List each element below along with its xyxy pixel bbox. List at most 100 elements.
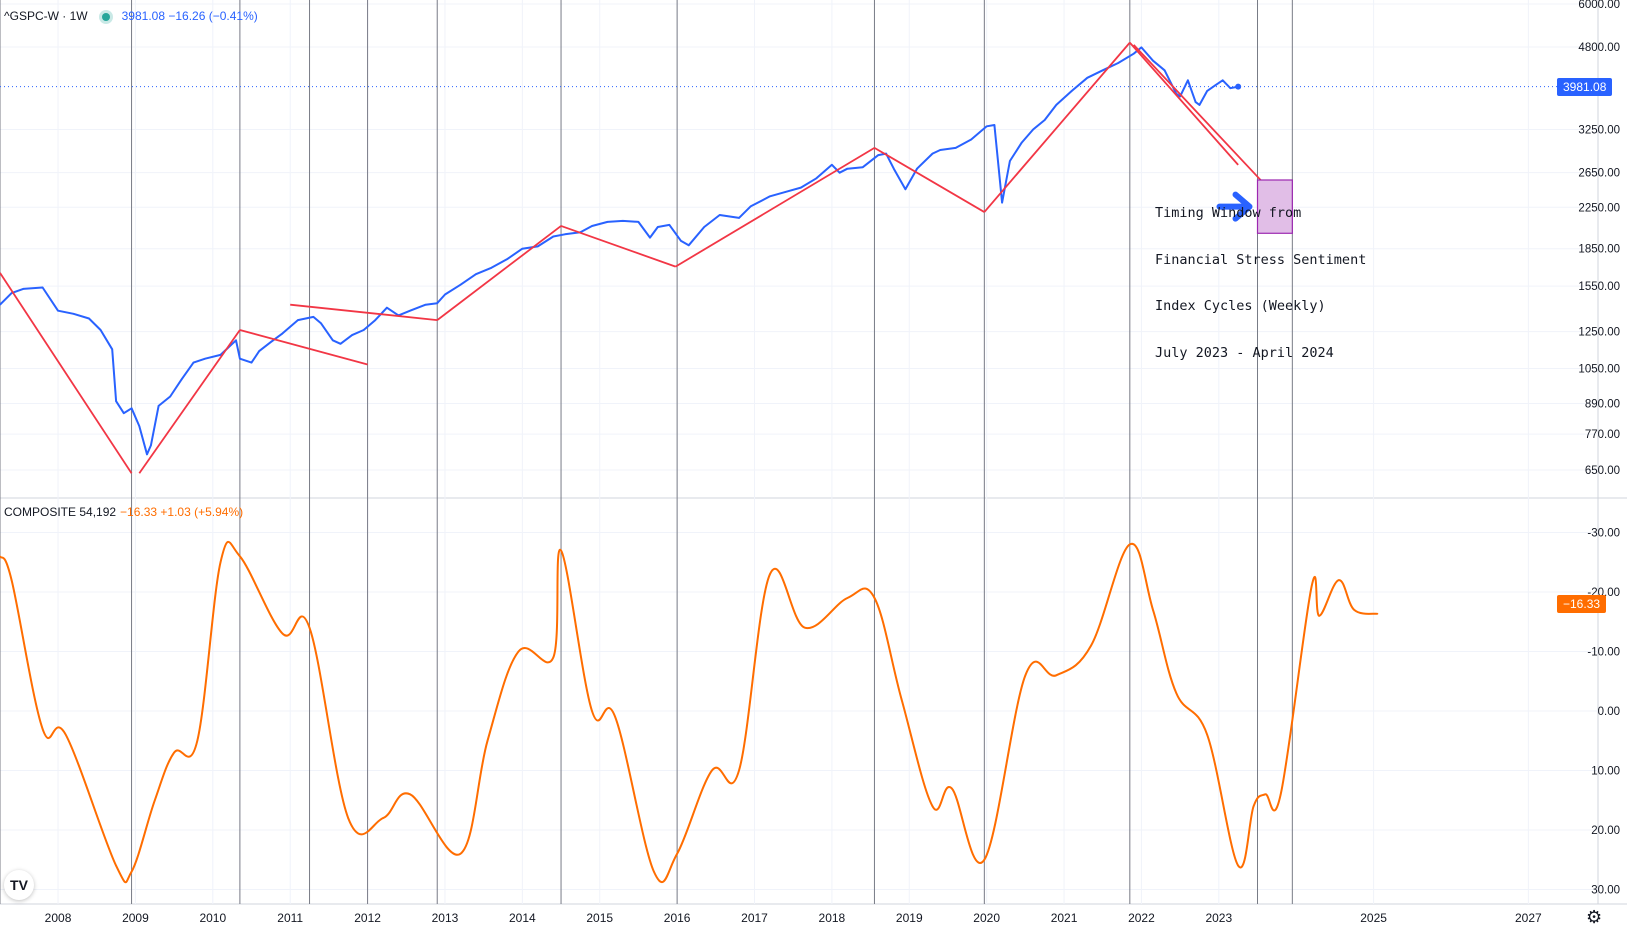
price-point bbox=[862, 166, 864, 168]
price-point bbox=[800, 186, 802, 189]
price-point bbox=[57, 309, 59, 312]
price-point bbox=[150, 444, 152, 447]
price-point bbox=[1086, 77, 1089, 79]
price-point bbox=[0, 303, 1, 306]
price-point bbox=[88, 317, 90, 320]
composite-point bbox=[459, 853, 462, 855]
composite-point bbox=[951, 787, 953, 790]
price-y-tick-label: 650.00 bbox=[1585, 465, 1620, 477]
trend-line bbox=[873, 147, 985, 213]
last-price-dot bbox=[1235, 83, 1242, 90]
x-tick-label: 2012 bbox=[354, 911, 381, 925]
timing-window-box bbox=[1256, 179, 1293, 234]
composite-point bbox=[1318, 615, 1321, 617]
price-point bbox=[1229, 87, 1232, 89]
trend-line bbox=[1133, 44, 1263, 182]
composite-point bbox=[804, 626, 806, 629]
composite-point bbox=[1338, 579, 1340, 581]
composite-point bbox=[1090, 644, 1092, 647]
price-point bbox=[564, 233, 566, 236]
composite-point bbox=[1353, 609, 1355, 611]
price-point bbox=[22, 288, 25, 290]
price-point bbox=[749, 205, 752, 208]
price-point bbox=[362, 329, 365, 331]
price-point bbox=[72, 313, 75, 315]
price-point bbox=[1198, 104, 1201, 106]
price-point bbox=[475, 273, 477, 276]
price-point bbox=[157, 405, 160, 407]
arrow-head bbox=[1232, 191, 1253, 222]
price-point bbox=[1032, 128, 1034, 131]
composite-y-tick-label: -30.00 bbox=[1587, 528, 1620, 540]
price-y-tick-label: 890.00 bbox=[1585, 399, 1620, 411]
market-status-icon bbox=[101, 12, 110, 21]
composite-point bbox=[130, 870, 133, 873]
composite-point bbox=[900, 698, 903, 700]
price-y-tick-label: 1850.00 bbox=[1578, 244, 1620, 256]
x-tick-label: 2022 bbox=[1128, 911, 1155, 925]
price-point bbox=[1221, 79, 1224, 82]
price-point bbox=[444, 293, 446, 296]
price-point bbox=[1101, 69, 1104, 72]
price-point bbox=[312, 316, 315, 318]
price-point bbox=[893, 167, 895, 170]
composite-point bbox=[846, 597, 849, 599]
annotation-line: Index Cycles (Weekly) bbox=[1155, 298, 1326, 314]
annotation-line: July 2023 - April 2024 bbox=[1155, 344, 1334, 361]
price-y-tick-label: 6000.00 bbox=[1578, 0, 1620, 11]
price-point bbox=[424, 303, 427, 306]
trend-line bbox=[436, 225, 562, 321]
composite-point bbox=[196, 740, 199, 742]
x-tick-label: 2019 bbox=[896, 911, 923, 925]
composite-y-tick-label: -10.00 bbox=[1587, 647, 1620, 659]
price-point bbox=[138, 425, 141, 427]
trend-line bbox=[560, 225, 676, 268]
composite-point bbox=[1310, 585, 1313, 587]
composite-point bbox=[738, 769, 740, 772]
composite-point bbox=[552, 656, 555, 659]
price-point bbox=[993, 124, 996, 126]
composite-point bbox=[560, 549, 562, 552]
x-tick-label: 2025 bbox=[1360, 911, 1387, 925]
composite-legend[interactable]: COMPOSITE 54,192 −16.33 +1.03 (+5.94%) bbox=[4, 505, 243, 519]
annotation-line: Timing Window from bbox=[1155, 205, 1302, 221]
price-point bbox=[1020, 142, 1023, 144]
composite-point bbox=[1024, 674, 1027, 677]
symbol-label[interactable]: ^GSPC-W · 1W bbox=[4, 9, 88, 23]
composite-point bbox=[382, 817, 384, 819]
price-y-tick-label: 3250.00 bbox=[1578, 125, 1620, 137]
composite-point bbox=[983, 859, 986, 861]
composite-point bbox=[517, 650, 520, 653]
price-point bbox=[1163, 69, 1166, 72]
composite-point bbox=[308, 626, 311, 629]
x-tick-label: 2011 bbox=[277, 911, 303, 925]
price-y-tick-label: 4800.00 bbox=[1578, 42, 1620, 54]
price-y-tick-label: 1250.00 bbox=[1578, 327, 1620, 339]
composite-point bbox=[115, 864, 117, 867]
price-point bbox=[1117, 62, 1119, 64]
tradingview-logo-icon[interactable]: TV bbox=[4, 870, 34, 900]
composite-name[interactable]: COMPOSITE 54,192 bbox=[4, 505, 117, 519]
price-point bbox=[738, 217, 740, 219]
settings-gear-icon[interactable]: ⚙ bbox=[1586, 907, 1603, 927]
trend-line bbox=[138, 329, 241, 474]
composite-point bbox=[653, 870, 655, 873]
price-point bbox=[1001, 201, 1003, 204]
composite-point bbox=[347, 817, 350, 819]
price-point bbox=[386, 306, 388, 309]
price-point bbox=[1214, 84, 1216, 87]
composite-point bbox=[1055, 674, 1058, 677]
composite-point bbox=[409, 793, 411, 796]
x-tick-label: 2010 bbox=[199, 911, 226, 925]
price-point bbox=[181, 378, 183, 380]
composite-point bbox=[219, 561, 222, 564]
price-point bbox=[657, 226, 659, 228]
price-point bbox=[351, 334, 353, 336]
composite-point bbox=[1252, 805, 1255, 807]
x-tick-label: 2013 bbox=[432, 911, 459, 925]
x-tick-label: 2014 bbox=[509, 911, 536, 925]
price-legend[interactable]: ^GSPC-W · 1W 3981.08 −16.26 (−0.41%) bbox=[4, 9, 258, 23]
price-point bbox=[111, 348, 113, 351]
